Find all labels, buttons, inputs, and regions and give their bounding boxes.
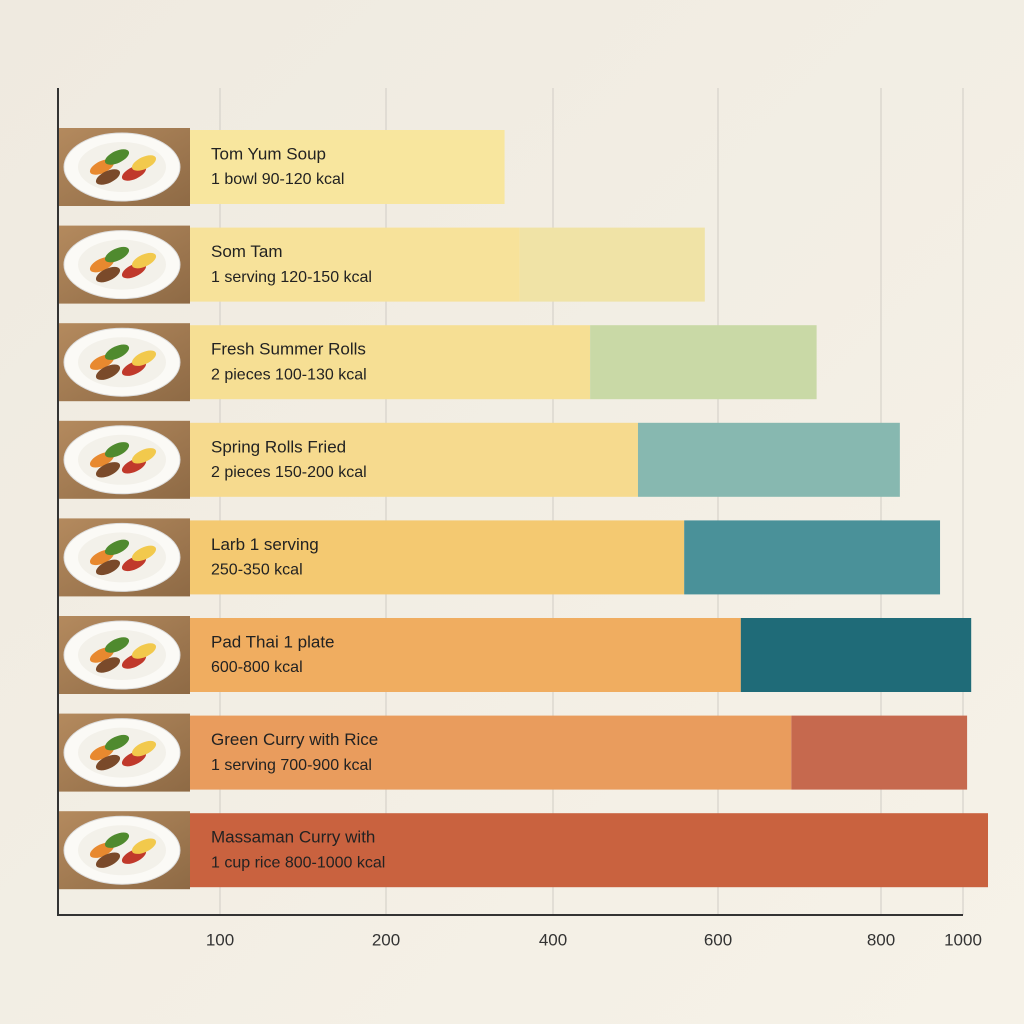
bar (791, 715, 968, 790)
food (95, 364, 121, 380)
bar (58, 813, 989, 888)
food (104, 149, 130, 165)
food (131, 448, 157, 464)
category-detail: 250-350 kcal (211, 562, 303, 579)
food (95, 559, 121, 576)
food (131, 252, 157, 269)
food (104, 539, 130, 556)
category-detail: 2 pieces 150-200 kcal (211, 464, 367, 481)
food (104, 832, 130, 848)
x-tick-label: 100 (206, 930, 234, 949)
food (95, 754, 121, 771)
category-label: Green Curry with Rice (211, 730, 378, 749)
x-tick-label: 600 (704, 930, 732, 949)
category-label: Tom Yum Soup (211, 144, 326, 163)
category-detail: 600-800 kcal (211, 659, 303, 676)
category-label: Larb 1 serving (211, 535, 319, 554)
bar (637, 422, 900, 497)
bar (590, 325, 817, 400)
bar (684, 520, 941, 595)
food (95, 852, 121, 868)
food (131, 350, 157, 366)
food (131, 643, 157, 659)
food (131, 838, 157, 854)
food (131, 155, 157, 171)
food (131, 545, 157, 562)
food (104, 637, 130, 653)
x-tick-label: 400 (539, 930, 567, 949)
category-label: Som Tam (211, 242, 283, 261)
x-tick-label: 200 (372, 930, 400, 949)
category-label: Spring Rolls Fried (211, 437, 346, 456)
category-detail: 1 cup rice 800-1000 kcal (211, 854, 385, 871)
bar (740, 618, 972, 692)
category-detail: 1 serving 120-150 kcal (211, 269, 372, 286)
food (131, 740, 157, 757)
x-tick-label: 1000 (944, 930, 982, 949)
food (95, 657, 121, 673)
category-label: Fresh Summer Rolls (211, 340, 366, 359)
food (104, 734, 130, 751)
food (95, 266, 121, 283)
food (104, 246, 130, 263)
category-label: Pad Thai 1 plate (211, 632, 335, 651)
food (95, 169, 121, 185)
category-label: Massaman Curry with (211, 828, 375, 847)
category-detail: 2 pieces 100-130 kcal (211, 366, 367, 383)
x-tick-label: 800 (867, 930, 895, 949)
food (104, 344, 130, 360)
category-detail: 1 serving 700-900 kcal (211, 757, 372, 774)
bar (519, 227, 705, 302)
food (104, 442, 130, 458)
category-detail: 1 bowl 90-120 kcal (211, 171, 344, 188)
food (95, 462, 121, 478)
